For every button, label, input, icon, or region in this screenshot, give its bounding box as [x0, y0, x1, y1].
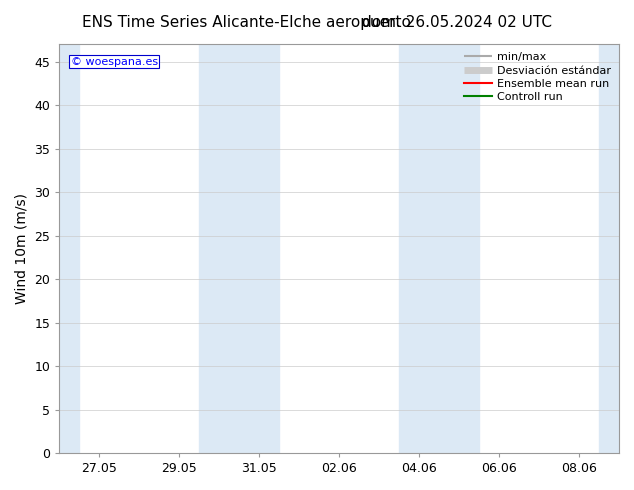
Bar	[599, 45, 619, 453]
Bar	[199, 45, 280, 453]
Text: © woespana.es: © woespana.es	[70, 57, 158, 67]
Y-axis label: Wind 10m (m/s): Wind 10m (m/s)	[15, 193, 29, 304]
Legend: min/max, Desviación estándar, Ensemble mean run, Controll run: min/max, Desviación estándar, Ensemble m…	[460, 48, 616, 107]
Text: ENS Time Series Alicante-Elche aeropuerto: ENS Time Series Alicante-Elche aeropuert…	[82, 15, 411, 30]
Bar	[60, 45, 79, 453]
Bar	[399, 45, 479, 453]
Text: dom. 26.05.2024 02 UTC: dom. 26.05.2024 02 UTC	[361, 15, 552, 30]
